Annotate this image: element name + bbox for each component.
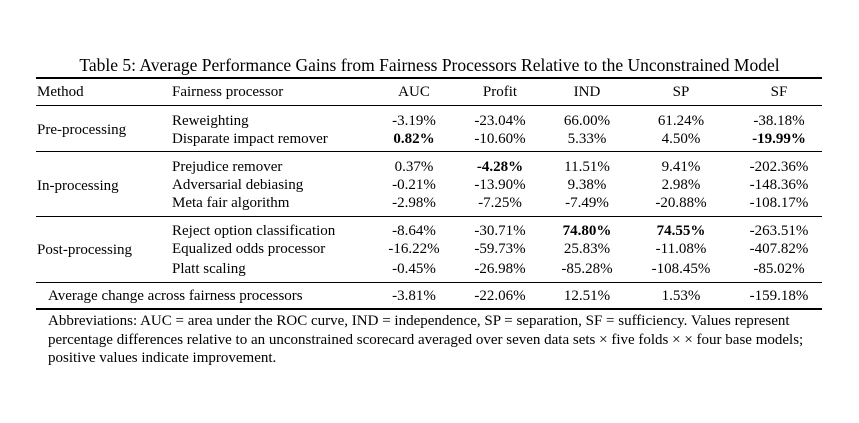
cell-ind: 74.80% xyxy=(562,223,612,239)
cell-auc: 0.82% xyxy=(393,131,435,147)
average-auc: -3.81% xyxy=(392,288,436,304)
table-caption: Table 5: Average Performance Gains from … xyxy=(79,55,780,75)
group-rule xyxy=(36,151,822,152)
header-sf: SF xyxy=(770,84,788,100)
cell-sf: -85.02% xyxy=(753,261,805,277)
method-label: Post-processing xyxy=(37,242,132,258)
cell-ind: 11.51% xyxy=(564,159,610,175)
cell-ind: -7.49% xyxy=(565,195,609,211)
cell-sf: -407.82% xyxy=(749,241,809,257)
cell-auc: 0.37% xyxy=(394,159,434,175)
processor-name: Equalized odds processor xyxy=(172,241,326,257)
cell-profit: -7.25% xyxy=(478,195,522,211)
header-method: Method xyxy=(37,84,84,100)
cell-sp: 9.41% xyxy=(661,159,701,175)
cell-sf: -38.18% xyxy=(753,113,805,129)
cell-sp: 2.98% xyxy=(661,177,701,193)
cell-ind: -85.28% xyxy=(561,261,613,277)
processor-name: Prejudice remover xyxy=(172,159,283,175)
cell-ind: 5.33% xyxy=(567,131,607,147)
cell-sf: -263.51% xyxy=(749,223,809,239)
cell-auc: -2.98% xyxy=(392,195,436,211)
top-rule xyxy=(36,77,822,79)
cell-ind: 66.00% xyxy=(563,113,611,129)
average-sp: 1.53% xyxy=(661,288,701,304)
processor-name: Platt scaling xyxy=(172,261,246,277)
cell-sf: -202.36% xyxy=(749,159,809,175)
cell-sp: 4.50% xyxy=(661,131,701,147)
cell-auc: -0.45% xyxy=(392,261,436,277)
cell-auc: -8.64% xyxy=(392,223,436,239)
cell-profit: -26.98% xyxy=(474,261,526,277)
cell-auc: -3.19% xyxy=(392,113,436,129)
processor-name: Meta fair algorithm xyxy=(172,195,290,211)
group-rule xyxy=(36,282,822,283)
cell-profit: -59.73% xyxy=(474,241,526,257)
cell-profit: -4.28% xyxy=(476,159,524,175)
table-note: Abbreviations: AUC = area under the ROC … xyxy=(48,313,804,366)
average-sf: -159.18% xyxy=(749,288,809,304)
cell-sp: 74.55% xyxy=(656,223,706,239)
group-rule xyxy=(36,216,822,217)
cell-sf: -108.17% xyxy=(749,195,809,211)
method-label: In-processing xyxy=(37,178,119,194)
average-label: Average change across fairness processor… xyxy=(48,288,303,304)
processor-name: Adversarial debiasing xyxy=(172,177,304,193)
processor-name: Disparate impact remover xyxy=(172,131,328,147)
average-profit: -22.06% xyxy=(474,288,526,304)
cell-ind: 25.83% xyxy=(563,241,611,257)
cell-sf: -19.99% xyxy=(752,131,806,147)
cell-sf: -148.36% xyxy=(749,177,809,193)
cell-profit: -23.04% xyxy=(474,113,526,129)
header-processor: Fairness processor xyxy=(172,84,284,100)
header-profit: Profit xyxy=(482,84,518,100)
cell-auc: -16.22% xyxy=(388,241,440,257)
cell-sp: -20.88% xyxy=(655,195,707,211)
header-rule xyxy=(36,105,822,106)
cell-profit: -13.90% xyxy=(474,177,526,193)
method-label: Pre-processing xyxy=(37,122,127,138)
header-ind: IND xyxy=(573,84,601,100)
header-auc: AUC xyxy=(398,84,430,100)
cell-sp: -108.45% xyxy=(651,261,711,277)
bottom-rule xyxy=(36,308,822,310)
processor-name: Reweighting xyxy=(172,113,249,129)
cell-profit: -30.71% xyxy=(474,223,526,239)
header-sp: SP xyxy=(672,84,690,100)
cell-auc: -0.21% xyxy=(392,177,436,193)
cell-sp: 61.24% xyxy=(657,113,705,129)
average-ind: 12.51% xyxy=(563,288,611,304)
cell-ind: 9.38% xyxy=(567,177,607,193)
processor-name: Reject option classification xyxy=(172,223,336,239)
cell-sp: -11.08% xyxy=(655,241,707,257)
cell-profit: -10.60% xyxy=(474,131,526,147)
